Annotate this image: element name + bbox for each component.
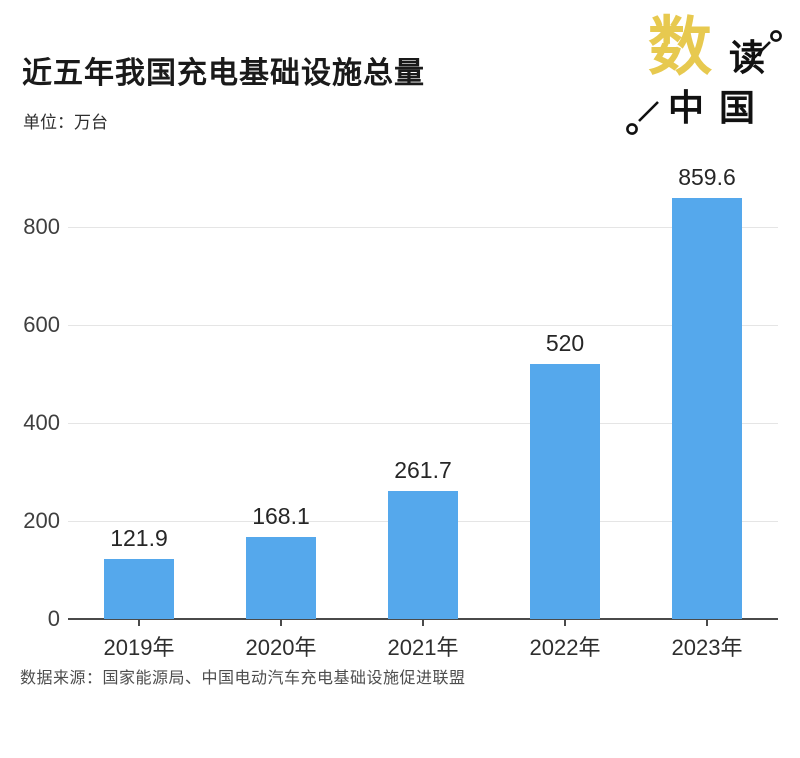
bar-2022年 xyxy=(530,364,600,619)
y-axis-tick-label: 200 xyxy=(23,508,60,533)
x-axis-category-label: 2021年 xyxy=(387,635,459,660)
x-axis-category-label: 2023年 xyxy=(671,635,743,660)
x-axis-category-label: 2019年 xyxy=(103,635,175,660)
x-axis-tick xyxy=(280,619,282,626)
gridline-y400 xyxy=(68,423,778,424)
x-axis-tick xyxy=(422,619,424,626)
logo-chars-zhongguo: 中国 xyxy=(668,88,771,128)
x-axis-tick xyxy=(138,619,140,626)
x-axis-category-label: 2020年 xyxy=(245,635,317,660)
x-axis-tick xyxy=(564,619,566,626)
y-axis-tick-label: 600 xyxy=(23,312,60,337)
bar-2020年 xyxy=(246,536,316,619)
page-title: 近五年我国充电基础设施总量 xyxy=(22,57,425,90)
shudu-zhongguo-logo: 数 读 中国 xyxy=(620,10,792,142)
logo-char-shu: 数 xyxy=(648,12,712,83)
bar-value-label: 520 xyxy=(545,330,585,357)
y-axis-tick-label: 0 xyxy=(47,606,60,631)
gridline-y800 xyxy=(68,227,778,228)
bar-value-label: 261.7 xyxy=(394,456,452,483)
gridline-y600 xyxy=(68,325,778,326)
pin-lines-icon xyxy=(626,30,782,135)
bar-value-label: 168.1 xyxy=(252,502,310,529)
x-axis-category-label: 2022年 xyxy=(529,635,601,660)
unit-label: 单位：万台 xyxy=(23,113,108,132)
bar-value-label: 859.6 xyxy=(678,163,736,190)
x-axis-tick xyxy=(706,619,708,626)
data-source: 数据来源：国家能源局、中国电动汽车充电基础设施促进联盟 xyxy=(20,670,466,687)
bar-chart: 0 200 400 600 800 121.9 2019年 168.1 2020年 261.7 20… xyxy=(23,164,778,660)
bar-value-label: 121.9 xyxy=(110,525,168,552)
logo-char-du: 读 xyxy=(729,38,766,78)
bar-2021年 xyxy=(388,490,458,619)
y-axis-tick-label: 400 xyxy=(23,410,60,435)
bar-2023年 xyxy=(672,197,742,619)
bar-2019年 xyxy=(104,559,174,619)
y-axis-tick-label: 800 xyxy=(23,214,60,239)
